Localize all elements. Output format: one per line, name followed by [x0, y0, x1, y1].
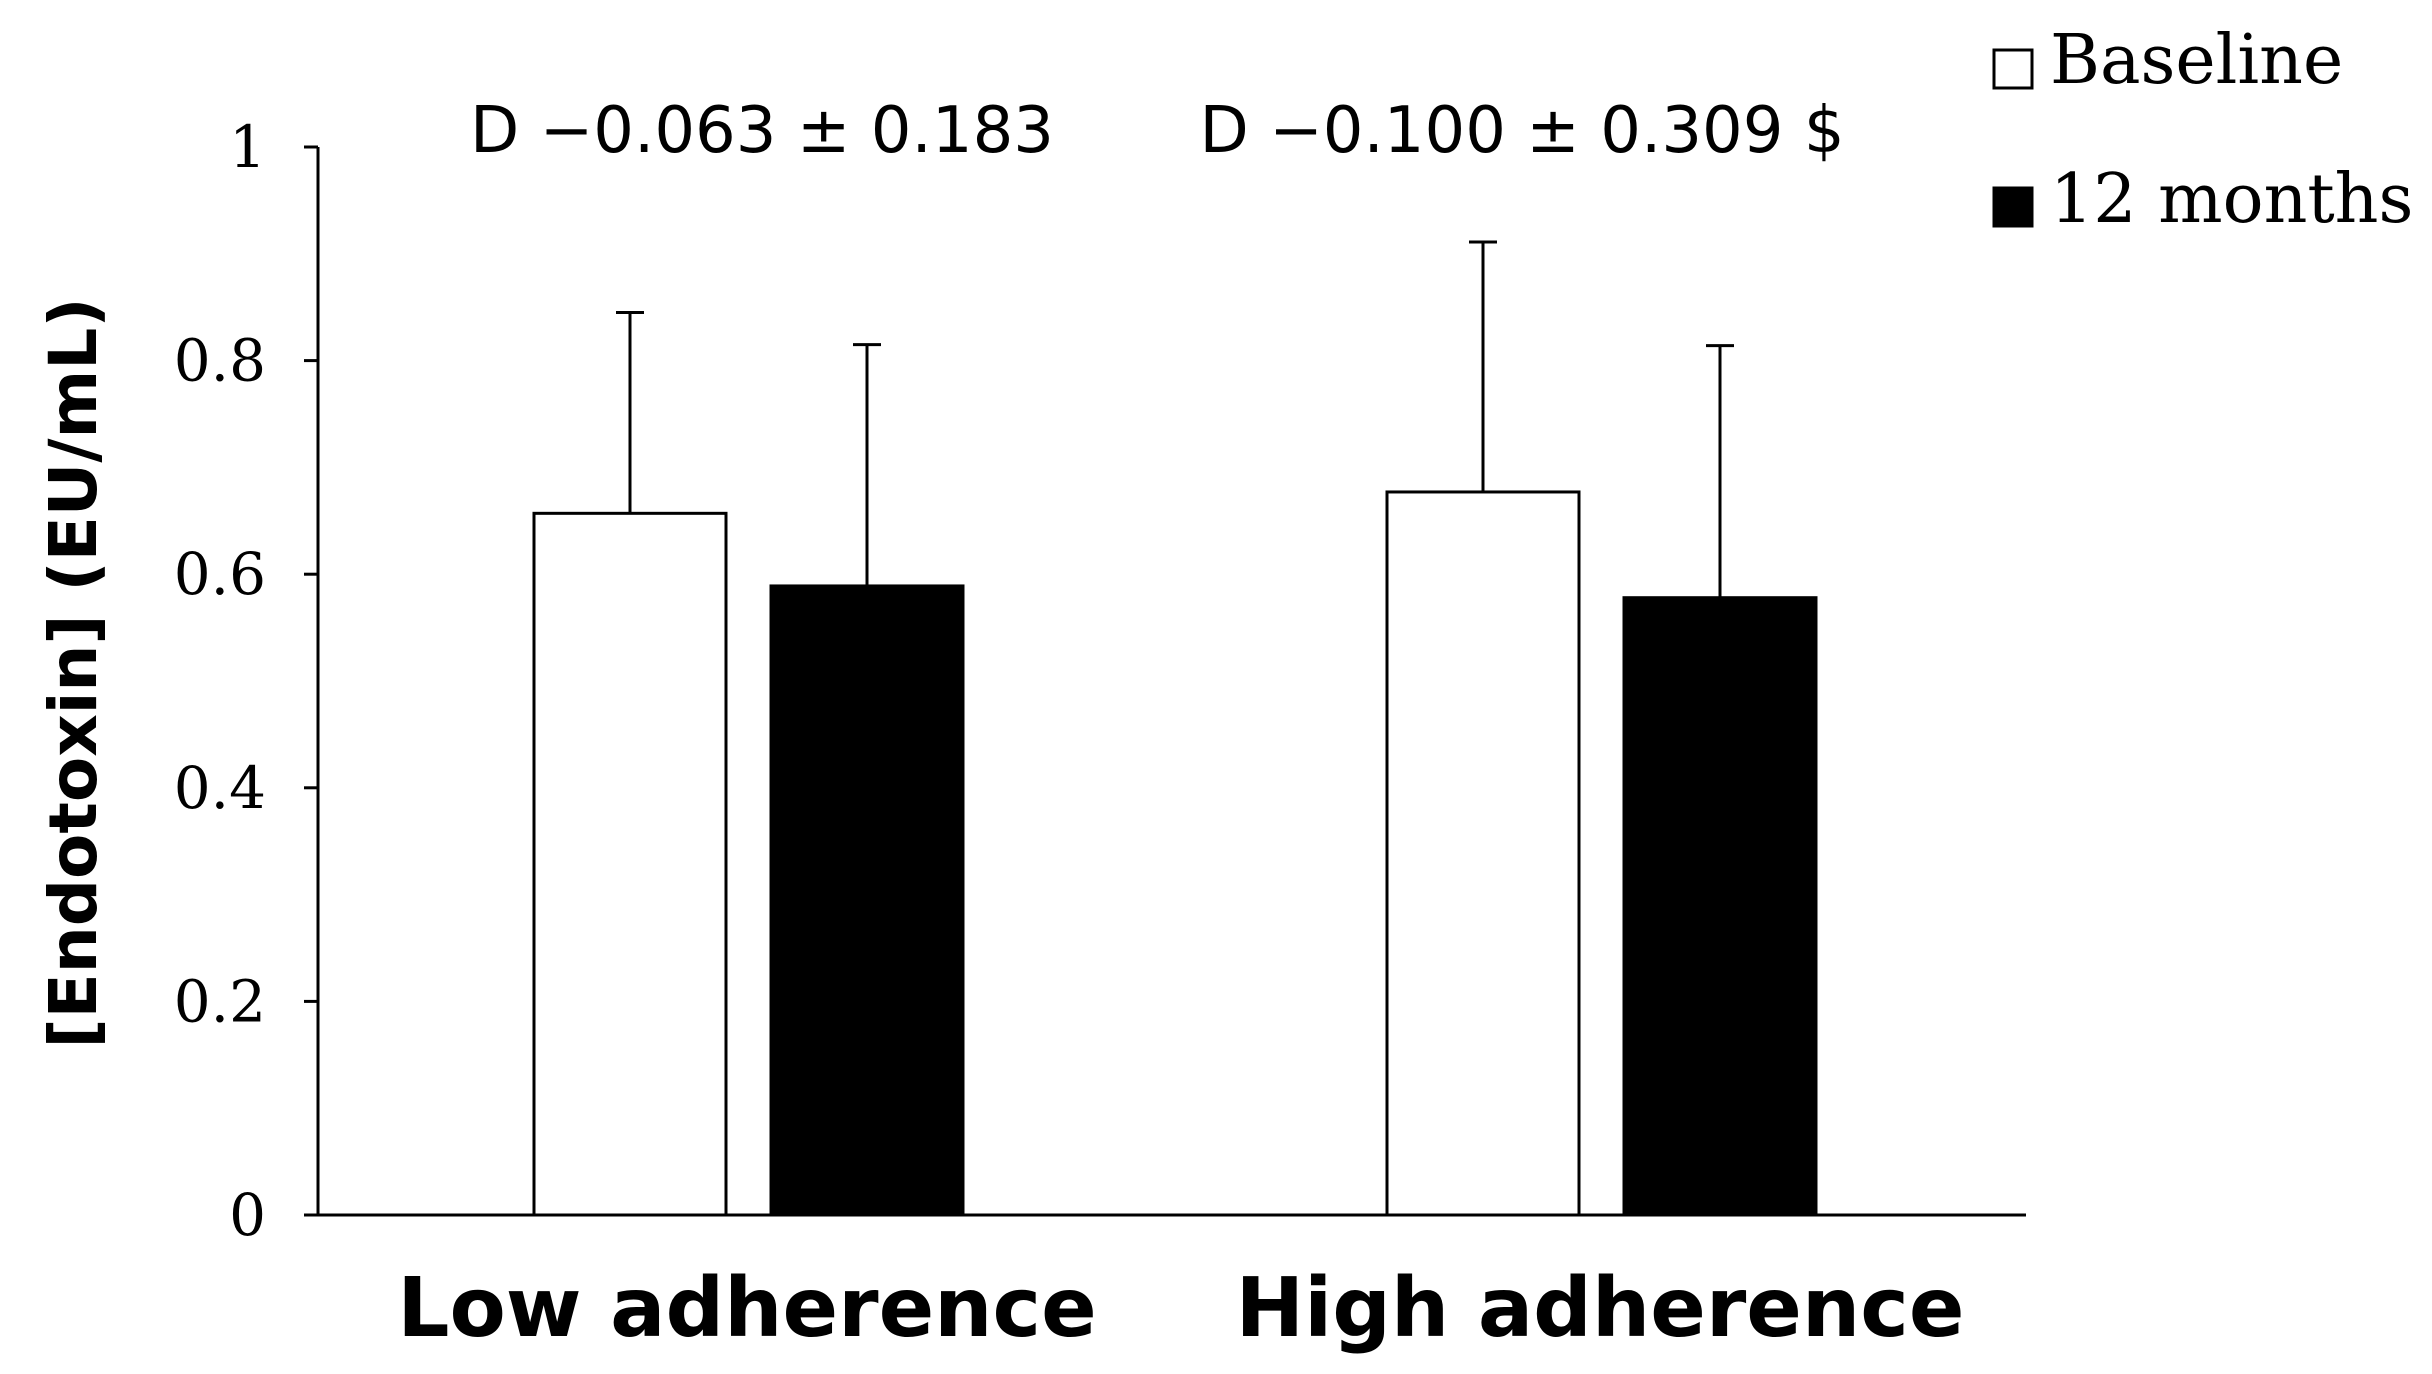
- y-tick-label: 0.8: [174, 327, 266, 395]
- annotation-low-adherence: D −0.063 ± 0.183: [470, 94, 1054, 168]
- y-axis-title: [Endotoxin] (EU/mL): [35, 298, 112, 1049]
- bars-layer: [532, 490, 1818, 1217]
- x-category-label-1: High adherence: [1235, 1261, 1964, 1356]
- bar-baseline-0: [532, 511, 728, 1217]
- y-tick-label: 1: [229, 113, 266, 181]
- x-category-label-0: Low adherence: [397, 1261, 1097, 1356]
- y-tick-label: 0.4: [174, 754, 266, 822]
- legend-label-12-months: 12 months: [2050, 160, 2413, 239]
- y-tick-label: 0.2: [174, 967, 266, 1035]
- error-bars-layer: [616, 240, 1734, 598]
- legend-swatch-baseline: [1992, 48, 2034, 90]
- y-tick-label: 0.6: [174, 540, 266, 608]
- y-ticks-layer: 0 0.2 0.4 0.6 0.8 1: [174, 113, 318, 1249]
- bar-12-months-0: [769, 584, 965, 1217]
- legend: Baseline 12 months: [1992, 21, 2413, 239]
- y-tick-label: 0: [229, 1181, 266, 1249]
- annotation-high-adherence: D −0.100 ± 0.309 $: [1199, 94, 1844, 168]
- legend-label-baseline: Baseline: [2050, 21, 2343, 100]
- bar-12-months-1: [1622, 596, 1818, 1217]
- axes-layer: [316, 147, 2026, 1217]
- legend-swatch-12-months: [1992, 186, 2034, 228]
- bar-baseline-1: [1385, 490, 1581, 1217]
